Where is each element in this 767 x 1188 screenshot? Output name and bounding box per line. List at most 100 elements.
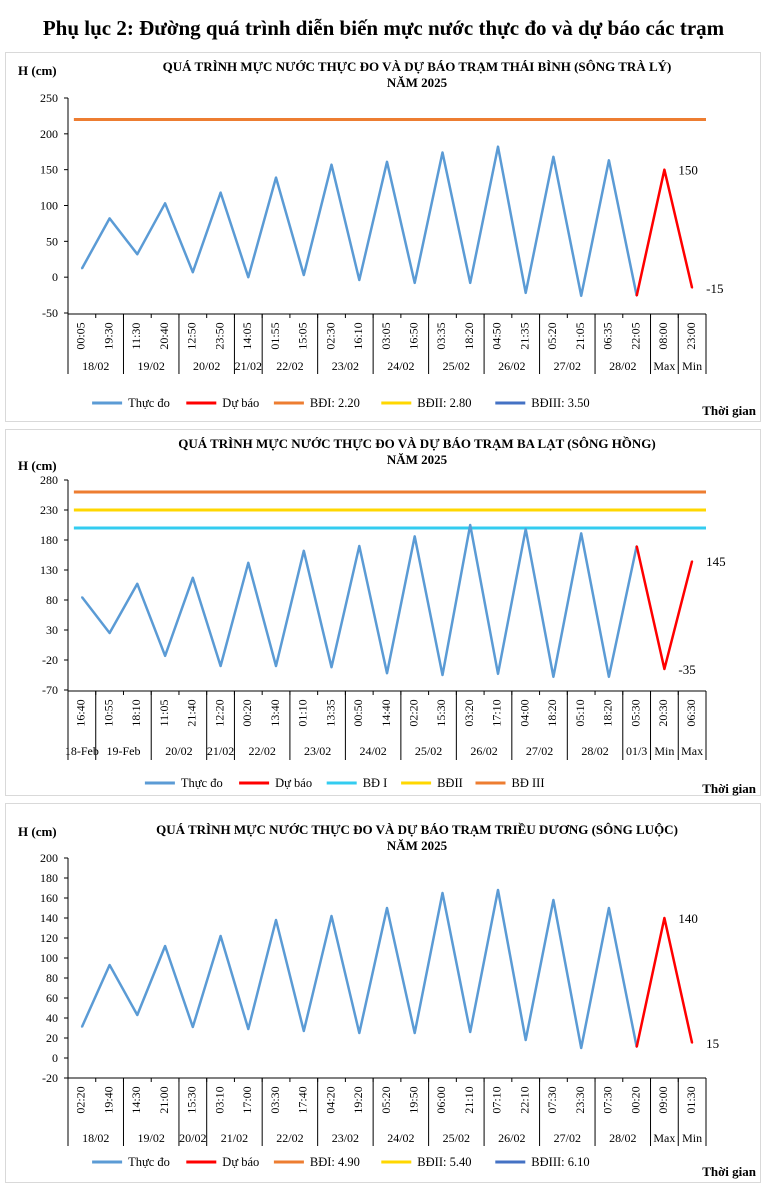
observed-data-point — [386, 160, 388, 163]
x-tick-label: 05:30 — [628, 699, 642, 726]
observed-data-point — [164, 945, 166, 947]
date-group-label: 18/02 — [82, 1131, 109, 1145]
observed-data-point — [413, 1032, 416, 1034]
date-group-label: 20/02 — [193, 359, 220, 373]
date-group-label: 21/02 — [221, 1131, 248, 1145]
y-tick-label: 20 — [46, 1031, 58, 1045]
x-tick-label: 03:05 — [379, 322, 393, 349]
observed-data-point — [580, 1047, 582, 1049]
observed-data-point — [608, 159, 610, 162]
legend-label: BĐI: 2.20 — [310, 396, 360, 410]
forecast-series-line — [635, 916, 694, 1048]
x-tick-label: 19:30 — [101, 322, 115, 349]
legend-label: BĐI: 4.90 — [310, 1155, 360, 1169]
x-tick-label: 20:30 — [656, 699, 670, 726]
observed-data-point — [469, 282, 472, 284]
x-tick-label: 11:30 — [129, 323, 143, 350]
observed-data-point — [413, 535, 416, 538]
x-tick-label: 04:50 — [490, 322, 504, 349]
y-tick-label: 150 — [40, 163, 58, 177]
legend-label: Thực đo — [128, 396, 170, 410]
chart-svg: QUÁ TRÌNH MỰC NƯỚC THỰC ĐO VÀ DỰ BÁO TRẠ… — [18, 822, 757, 1179]
legend: Thực đo Dự báo BĐ I BĐII BĐ III — [144, 776, 544, 790]
forecast-data-point — [691, 1042, 693, 1044]
date-group-label: 23/02 — [332, 359, 359, 373]
legend: Thực đo Dự báo BĐI: 4.90 BĐII: 5.40 BĐIII: 6… — [92, 1155, 590, 1169]
forecast-data-point — [691, 560, 693, 562]
page-title: Phụ lục 2: Đường quá trình diễn biến mực… — [42, 16, 725, 40]
x-axis-label: Thời gian — [702, 781, 757, 796]
x-tick-label: 05:20 — [545, 322, 559, 349]
data-label: 15 — [706, 1036, 719, 1051]
forecast-data-point — [635, 545, 638, 547]
date-group-label: 28/02 — [609, 359, 636, 373]
y-tick-label: -20 — [42, 653, 58, 667]
date-group-label: Min — [654, 744, 674, 758]
y-tick-label: 200 — [40, 851, 58, 865]
date-group-label: 18/02 — [82, 359, 109, 373]
chart-subtitle: NĂM 2025 — [387, 75, 448, 90]
observed-data-point — [219, 665, 222, 667]
legend-label: Dự báo — [222, 396, 259, 410]
observed-data-point — [108, 964, 111, 966]
observed-data-point — [441, 151, 444, 154]
x-tick-label: 14:05 — [240, 322, 254, 349]
y-tick-label: 80 — [46, 593, 58, 607]
x-tick-label: 02:20 — [406, 699, 420, 726]
date-group-label: 27/02 — [554, 1131, 581, 1145]
observed-data-point — [413, 282, 416, 284]
observed-data-point — [497, 673, 499, 675]
x-tick-label: 18:20 — [462, 322, 476, 349]
chart-svg: QUÁ TRÌNH MỰC NƯỚC THỰC ĐO VÀ DỰ BÁO TRẠ… — [18, 59, 757, 418]
y-tick-label: 0 — [52, 270, 58, 284]
x-tick-label: 00:50 — [351, 699, 365, 726]
date-group-label: 22/02 — [276, 1131, 303, 1145]
y-tick-label: 100 — [40, 951, 58, 965]
observed-data-point — [330, 163, 333, 166]
date-group-label: 27/02 — [554, 359, 581, 373]
x-tick-label: 04:20 — [323, 1086, 337, 1113]
y-tick-label: 30 — [46, 623, 58, 637]
chart-title: QUÁ TRÌNH MỰC NƯỚC THỰC ĐO VÀ DỰ BÁO TRẠ… — [178, 436, 656, 451]
x-tick-label: 22:05 — [628, 322, 642, 349]
observed-data-point — [386, 907, 388, 909]
forecast-data-point — [635, 295, 638, 297]
y-tick-label: 80 — [46, 971, 58, 985]
observed-data-point — [302, 274, 305, 276]
date-group-label: 20/02 — [179, 1131, 206, 1145]
x-tick-label: 09:00 — [656, 1086, 670, 1113]
observed-data-point — [136, 583, 139, 585]
x-tick-label: 18:20 — [601, 699, 615, 726]
x-tick-label: 01:10 — [296, 699, 310, 726]
forecast-series-line — [635, 168, 694, 297]
x-tick-label: 05:10 — [573, 699, 587, 726]
observed-data-point — [136, 253, 139, 256]
x-tick-label: 00:20 — [628, 1086, 642, 1113]
date-group-label: Max — [681, 744, 703, 758]
observed-data-point — [164, 202, 166, 205]
data-label: 145 — [706, 554, 726, 569]
observed-data-point — [497, 889, 499, 891]
date-group-label: 20/02 — [165, 744, 192, 758]
x-tick-label: 00:20 — [240, 699, 254, 726]
observed-data-point — [580, 295, 582, 297]
y-tick-label: 200 — [40, 127, 58, 141]
date-group-label: 24/02 — [387, 359, 414, 373]
legend-label: BĐIII: 6.10 — [531, 1155, 589, 1169]
forecast-data-point — [635, 1046, 638, 1048]
x-tick-label: 21:35 — [517, 322, 531, 349]
x-tick-label: 23:30 — [573, 1086, 587, 1113]
observed-data-point — [81, 1026, 83, 1028]
x-tick-label: 23:00 — [684, 322, 698, 349]
y-tick-label: 230 — [40, 503, 58, 517]
date-group-label: 23/02 — [332, 1131, 359, 1145]
y-axis-label: H (cm) — [18, 824, 57, 839]
x-tick-label: 03:30 — [268, 1086, 282, 1113]
date-group-label: 21/02 — [235, 359, 262, 373]
x-axis-label: Thời gian — [702, 403, 757, 418]
x-tick-label: 16:40 — [74, 699, 88, 726]
x-tick-label: 19:20 — [351, 1086, 365, 1113]
y-tick-label: 250 — [40, 91, 58, 105]
y-tick-label: -20 — [42, 1071, 58, 1085]
x-tick-label: 13:35 — [323, 699, 337, 726]
